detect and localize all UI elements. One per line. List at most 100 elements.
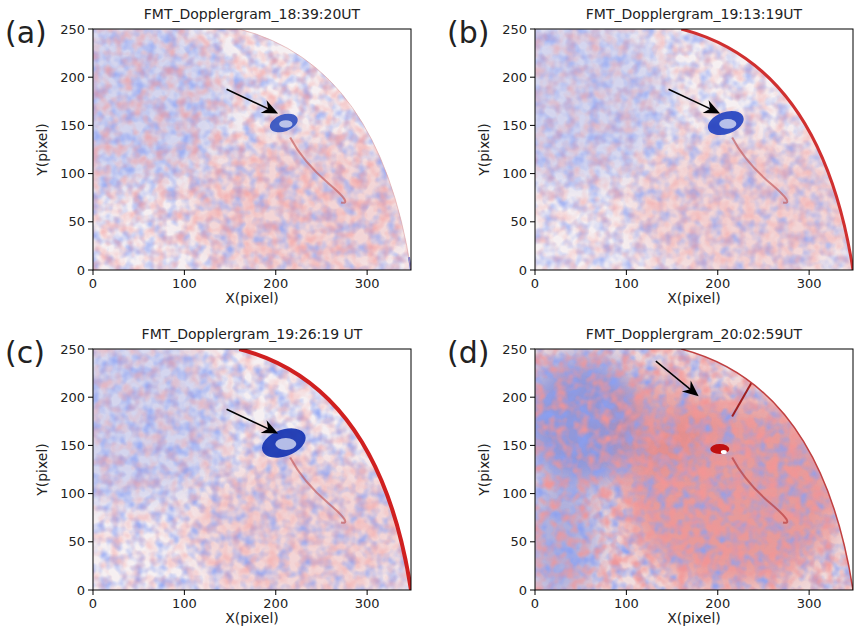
y-tick xyxy=(530,397,535,398)
x-axis-title: X(pixel) xyxy=(667,290,721,306)
y-axis-title: Y(pixel) xyxy=(476,123,492,177)
panel-label: (d) xyxy=(447,335,489,370)
y-tick xyxy=(530,349,535,350)
y-tick-label: 150 xyxy=(502,118,527,133)
x-axis-title: X(pixel) xyxy=(225,610,279,626)
x-tick xyxy=(717,590,718,595)
y-tick-label: 100 xyxy=(502,166,527,181)
y-tick-label: 50 xyxy=(68,534,85,549)
y-tick xyxy=(530,590,535,591)
x-tick-label: 100 xyxy=(614,276,639,291)
arrow xyxy=(227,89,273,111)
y-tick-label: 0 xyxy=(519,263,527,278)
x-tick xyxy=(275,270,276,275)
y-tick xyxy=(88,590,93,591)
y-tick-label: 150 xyxy=(502,438,527,453)
y-tick xyxy=(88,125,93,126)
y-tick xyxy=(530,77,535,78)
x-tick xyxy=(93,270,94,275)
y-axis-title: Y(pixel) xyxy=(34,443,50,497)
x-tick-label: 200 xyxy=(705,276,730,291)
y-tick-label: 200 xyxy=(502,70,527,85)
arrow xyxy=(656,361,694,392)
y-tick-label: 250 xyxy=(60,22,85,37)
panel-label: (c) xyxy=(5,335,45,370)
y-tick xyxy=(530,29,535,30)
x-tick xyxy=(367,270,368,275)
x-tick xyxy=(717,270,718,275)
x-tick-label: 0 xyxy=(531,276,539,291)
frame xyxy=(93,29,411,270)
y-tick-label: 200 xyxy=(502,390,527,405)
x-tick-label: 300 xyxy=(355,276,380,291)
y-tick xyxy=(88,397,93,398)
y-tick xyxy=(88,541,93,542)
y-tick-label: 0 xyxy=(519,583,527,598)
dopplergram xyxy=(535,349,853,590)
x-tick-label: 100 xyxy=(172,276,197,291)
x-tick-label: 200 xyxy=(705,596,730,611)
y-tick xyxy=(88,77,93,78)
y-tick xyxy=(88,221,93,222)
y-axis-title: Y(pixel) xyxy=(476,443,492,497)
dopplergram xyxy=(93,349,411,590)
y-axis-title: Y(pixel) xyxy=(34,123,50,177)
panel: 0100200300050100150200250X(pixel)Y(pixel… xyxy=(447,326,853,626)
y-tick-label: 50 xyxy=(68,214,85,229)
y-tick xyxy=(530,493,535,494)
x-tick-label: 200 xyxy=(263,596,288,611)
y-tick xyxy=(88,349,93,350)
y-tick xyxy=(530,125,535,126)
x-tick-label: 0 xyxy=(531,596,539,611)
y-tick xyxy=(530,173,535,174)
y-tick-label: 100 xyxy=(502,486,527,501)
y-tick-label: 50 xyxy=(510,534,527,549)
y-tick xyxy=(530,541,535,542)
panel-title: FMT_Dopplergram_18:39:20UT xyxy=(144,6,361,22)
panel-label: (b) xyxy=(447,15,489,50)
x-tick xyxy=(535,590,536,595)
y-tick xyxy=(530,445,535,446)
arrow-head xyxy=(682,381,699,397)
x-tick-label: 300 xyxy=(355,596,380,611)
y-tick-label: 250 xyxy=(60,342,85,357)
y-tick-label: 50 xyxy=(510,214,527,229)
figure: 0 100 200 300 0 50 100 150 200 250 X(pixel) Y(pixel… xyxy=(0,0,860,633)
y-tick xyxy=(530,221,535,222)
x-tick xyxy=(93,590,94,595)
y-tick-label: 150 xyxy=(60,438,85,453)
x-tick xyxy=(626,270,627,275)
y-tick-label: 250 xyxy=(502,342,527,357)
x-tick xyxy=(809,270,810,275)
y-tick xyxy=(88,173,93,174)
y-tick xyxy=(88,445,93,446)
x-tick-label: 0 xyxy=(89,276,97,291)
panel: 0100200300050100150200250X(pixel)Y(pixel… xyxy=(447,6,853,306)
dopplergram xyxy=(93,29,411,270)
x-tick xyxy=(184,590,185,595)
x-axis-title: X(pixel) xyxy=(667,610,721,626)
arrow-head xyxy=(703,100,720,113)
arrow-head xyxy=(261,420,278,433)
frame xyxy=(93,349,411,590)
arrow xyxy=(227,409,273,431)
panel: 0100200300050100150200250X(pixel)Y(pixel… xyxy=(5,6,411,306)
x-tick xyxy=(626,590,627,595)
panel-label: (a) xyxy=(5,15,47,50)
x-tick-label: 100 xyxy=(172,596,197,611)
frame xyxy=(535,29,853,270)
panel-title: FMT_Dopplergram_19:26:19 UT xyxy=(142,326,363,342)
y-tick xyxy=(530,270,535,271)
panel-title: FMT_Dopplergram_19:13:19UT xyxy=(586,6,803,22)
x-tick xyxy=(184,270,185,275)
x-tick xyxy=(535,270,536,275)
frame xyxy=(535,349,853,590)
y-tick-label: 0 xyxy=(77,583,85,598)
dopplergram xyxy=(535,29,853,270)
panel: 0100200300050100150200250X(pixel)Y(pixel… xyxy=(5,326,411,626)
y-tick-label: 150 xyxy=(60,118,85,133)
y-tick-label: 100 xyxy=(60,166,85,181)
y-tick-label: 200 xyxy=(60,390,85,405)
x-tick-label: 300 xyxy=(797,276,822,291)
x-tick-label: 200 xyxy=(263,276,288,291)
